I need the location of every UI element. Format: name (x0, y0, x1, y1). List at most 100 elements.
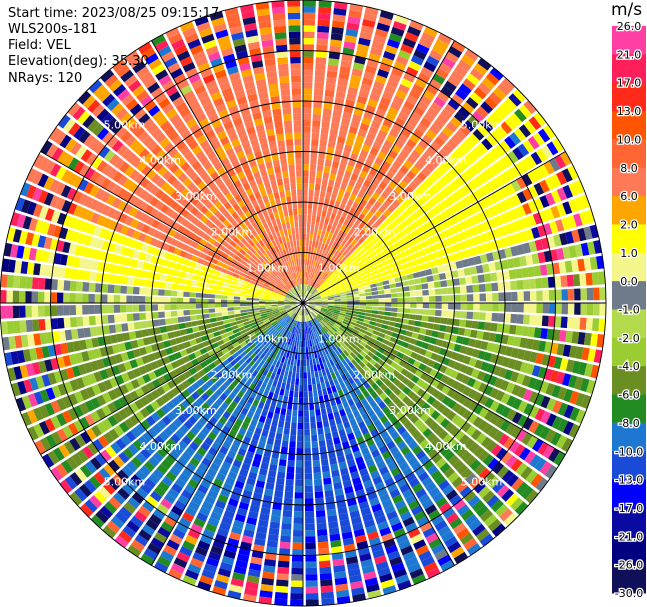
velocity-gate (430, 101, 443, 113)
velocity-gate (425, 532, 439, 544)
velocity-gate (320, 452, 328, 460)
velocity-gate (118, 451, 130, 464)
velocity-gate (321, 264, 327, 272)
velocity-gate (401, 354, 410, 362)
velocity-gate (332, 14, 346, 23)
velocity-gate (496, 271, 504, 281)
velocity-gate (354, 429, 363, 439)
velocity-gate (333, 482, 343, 490)
velocity-gate (379, 526, 392, 537)
velocity-gate (460, 219, 470, 230)
velocity-gate (447, 471, 460, 484)
velocity-gate (416, 308, 423, 315)
velocity-gate (319, 235, 324, 243)
velocity-gate (565, 231, 575, 245)
velocity-gate (485, 283, 493, 292)
velocity-gate (483, 273, 492, 283)
velocity-gate (390, 361, 399, 369)
velocity-gate (378, 306, 385, 311)
velocity-gate (245, 388, 253, 396)
velocity-gate (374, 258, 382, 266)
velocity-gate (98, 486, 112, 500)
velocity-gate (232, 370, 240, 379)
velocity-gate (303, 25, 315, 32)
velocity-gate (321, 306, 328, 310)
velocity-gate (349, 256, 357, 263)
velocity-gate (364, 288, 372, 293)
velocity-gate (418, 363, 427, 372)
velocity-gate (377, 251, 385, 259)
velocity-rays (0, 0, 606, 606)
velocity-gate (533, 182, 545, 196)
velocity-gate (308, 397, 314, 404)
velocity-gate (303, 138, 311, 146)
velocity-gate (500, 419, 511, 432)
velocity-gate (495, 403, 506, 415)
velocity-gate (338, 253, 345, 261)
velocity-gate (344, 316, 352, 321)
velocity-gate (341, 277, 348, 283)
velocity-gate (457, 268, 465, 277)
velocity-gate (165, 275, 174, 283)
velocity-gate (408, 319, 416, 326)
velocity-gate (568, 198, 579, 213)
velocity-gate (353, 242, 361, 249)
velocity-gate (473, 87, 487, 100)
velocity-gate (251, 369, 259, 378)
velocity-gate (221, 461, 232, 471)
velocity-gate (236, 366, 244, 374)
velocity-gate (335, 417, 343, 425)
velocity-gate (491, 523, 506, 537)
velocity-gate (344, 234, 351, 242)
velocity-gate (322, 114, 331, 122)
velocity-gate (198, 462, 209, 473)
velocity-gate (341, 196, 349, 205)
velocity-gate (338, 162, 347, 171)
velocity-gate (477, 124, 490, 137)
velocity-gate (285, 316, 291, 322)
velocity-gate (182, 575, 197, 586)
velocity-gate (294, 340, 298, 347)
velocity-gate (360, 325, 368, 331)
velocity-gate (293, 333, 297, 341)
velocity-gate (323, 316, 330, 322)
velocity-gate (451, 326, 459, 335)
velocity-gate (265, 356, 272, 364)
velocity-gate (413, 345, 421, 354)
velocity-gate (396, 477, 408, 488)
velocity-gate (127, 544, 142, 558)
velocity-gate (468, 518, 482, 532)
velocity-gate (263, 347, 270, 355)
velocity-gate (419, 327, 427, 335)
velocity-gate (310, 272, 315, 280)
velocity-gate (305, 321, 307, 329)
velocity-gate (282, 314, 289, 319)
velocity-gate (351, 68, 363, 77)
velocity-gate (412, 176, 423, 186)
velocity-gate (263, 565, 276, 573)
velocity-gate (355, 161, 364, 170)
velocity-gate (365, 295, 373, 300)
velocity-gate (575, 346, 584, 360)
velocity-gate (340, 298, 348, 301)
velocity-gate (371, 374, 379, 383)
velocity-gate (316, 276, 322, 283)
velocity-gate (397, 579, 412, 591)
velocity-gate (304, 460, 312, 468)
velocity-gate (347, 158, 356, 167)
velocity-gate (496, 465, 510, 479)
velocity-gate (311, 333, 315, 340)
velocity-gate (220, 299, 228, 303)
velocity-gate (364, 137, 374, 147)
velocity-gate (365, 306, 373, 310)
velocity-gate (474, 339, 483, 349)
velocity-gate (533, 112, 547, 127)
velocity-gate (133, 277, 141, 286)
velocity-gate (303, 6, 316, 13)
velocity-gate (205, 379, 214, 388)
velocity-gate (418, 550, 432, 562)
velocity-gate (388, 165, 399, 175)
velocity-gate (269, 521, 280, 530)
velocity-gate (177, 456, 188, 467)
velocity-gate (239, 303, 247, 307)
